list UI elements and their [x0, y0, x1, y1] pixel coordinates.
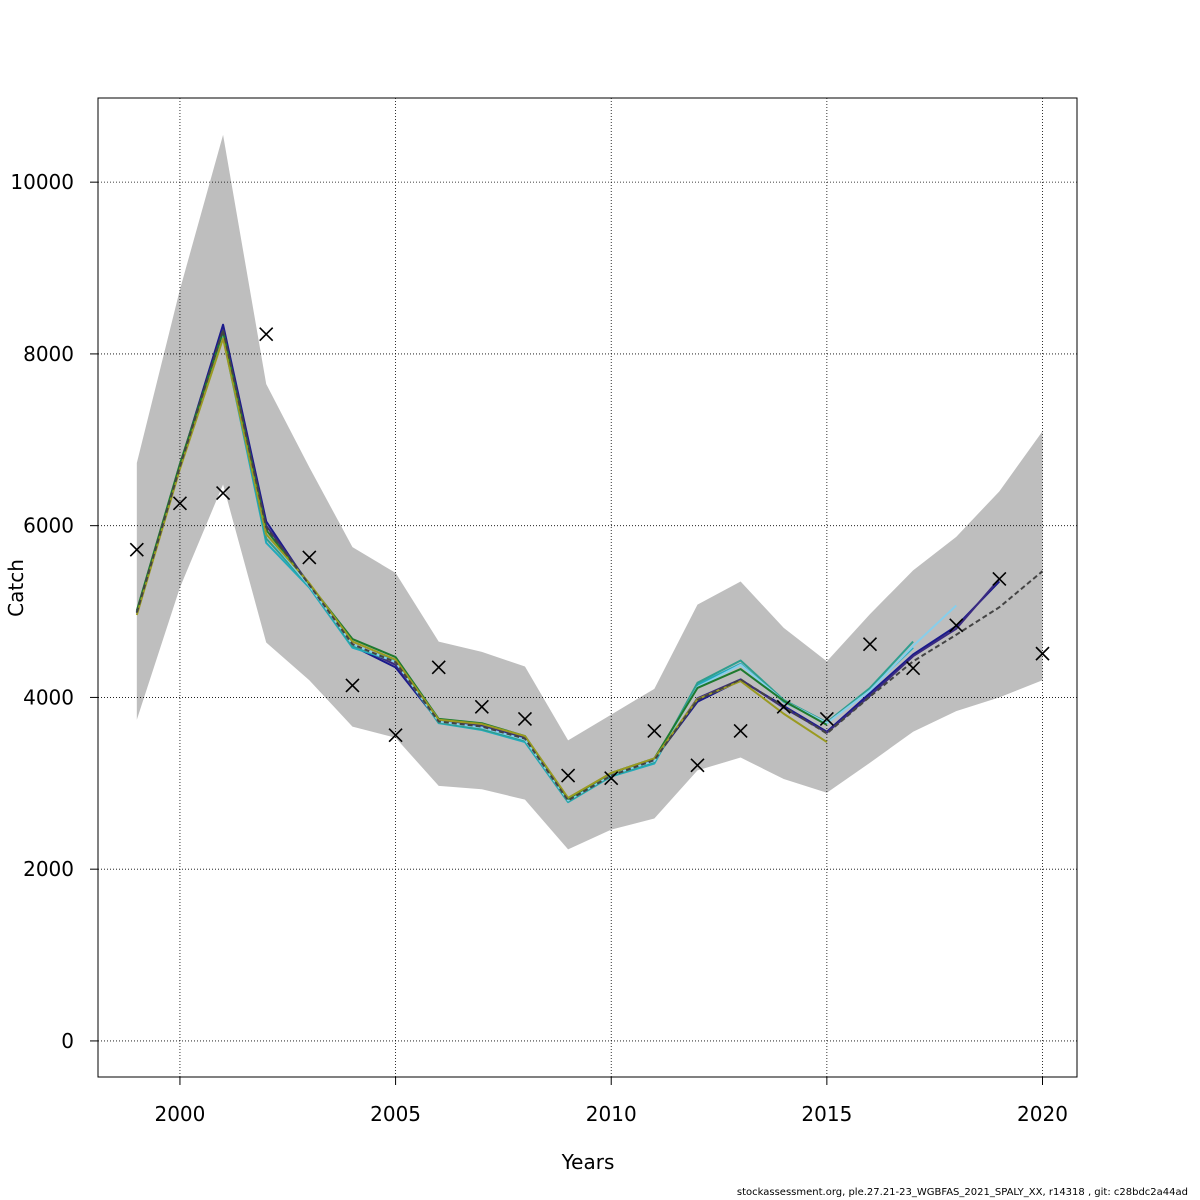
- observation-point: [992, 571, 1007, 586]
- observation-point: [733, 723, 748, 738]
- observation-point: [259, 327, 274, 342]
- observation-point: [431, 660, 446, 675]
- observation-point: [129, 542, 144, 557]
- x-tick-label: 2005: [370, 1102, 421, 1126]
- observation-point: [1035, 646, 1050, 661]
- x-tick-label: 2010: [586, 1102, 637, 1126]
- reference-series-line: [135, 325, 1044, 802]
- x-tick-label: 2000: [154, 1102, 205, 1126]
- observation-point: [517, 711, 533, 726]
- y-tick-label: 2000: [23, 857, 74, 881]
- y-tick-label: 10000: [10, 170, 74, 194]
- series-line-7: [135, 337, 828, 799]
- observation-point: [172, 496, 188, 511]
- observation-point: [862, 637, 878, 652]
- observation-point: [604, 771, 619, 786]
- observation-point: [949, 618, 964, 633]
- x-tick-label: 2015: [801, 1102, 852, 1126]
- confidence-band: [136, 134, 1043, 850]
- x-tick-label: 2020: [1017, 1102, 1068, 1126]
- observation-point: [647, 723, 662, 738]
- plot-frame: [97, 97, 1078, 1078]
- observation-point: [345, 678, 360, 693]
- confidence-band-layer: [136, 134, 1043, 850]
- grid-layer: [98, 98, 1077, 1077]
- observation-point: [776, 699, 791, 714]
- observation-point: [474, 699, 489, 714]
- footer-credit: stockassessment.org, ple.27.21-23_WGBFAS…: [736, 1187, 1188, 1198]
- y-tick-label: 8000: [23, 342, 74, 366]
- x-axis-title: Years: [561, 1150, 615, 1174]
- observation-point: [388, 728, 403, 743]
- observation-layer: [129, 327, 1050, 786]
- y-tick-label: 4000: [23, 685, 74, 709]
- observation-point: [819, 711, 834, 726]
- x-axis: 2000 2005 2010 2015 2020: [154, 1077, 1068, 1126]
- y-axis-title: Catch: [4, 559, 28, 617]
- observation-point: [561, 768, 576, 783]
- observation-point: [906, 661, 921, 676]
- y-tick-label: 6000: [23, 514, 74, 538]
- observation-point: [216, 485, 231, 501]
- series-layer: [135, 323, 1044, 804]
- observation-point: [302, 550, 317, 565]
- y-axis: 0 2000 4000 6000 8000 10000: [10, 170, 98, 1053]
- observation-point: [690, 758, 705, 773]
- y-tick-label: 0: [61, 1029, 74, 1053]
